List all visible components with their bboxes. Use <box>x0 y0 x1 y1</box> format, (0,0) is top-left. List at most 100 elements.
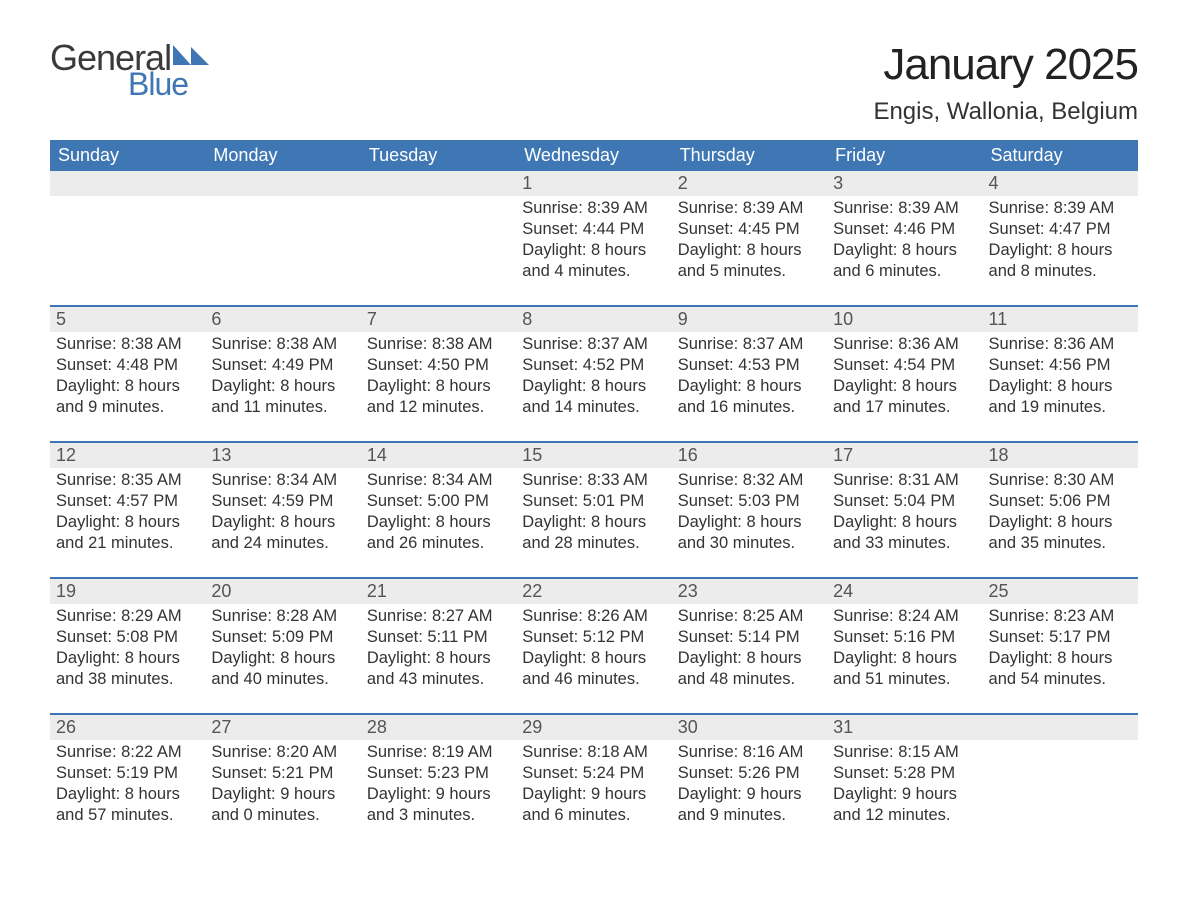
logo-text-blue: Blue <box>128 68 209 100</box>
daylight-line: Daylight: 8 hours and 54 minutes. <box>989 648 1132 690</box>
day-body-cell <box>983 740 1138 850</box>
day-body-cell: Sunrise: 8:28 AMSunset: 5:09 PMDaylight:… <box>205 604 360 714</box>
daynum-row: 262728293031 <box>50 714 1138 740</box>
sunset-line: Sunset: 4:54 PM <box>833 355 976 376</box>
sunset-line: Sunset: 5:16 PM <box>833 627 976 648</box>
sunrise-line: Sunrise: 8:18 AM <box>522 742 665 763</box>
sunrise-line: Sunrise: 8:16 AM <box>678 742 821 763</box>
sunrise-line: Sunrise: 8:20 AM <box>211 742 354 763</box>
sunset-line: Sunset: 4:57 PM <box>56 491 199 512</box>
daynum-row: 1234 <box>50 171 1138 196</box>
sunrise-line: Sunrise: 8:39 AM <box>522 198 665 219</box>
sunset-line: Sunset: 5:03 PM <box>678 491 821 512</box>
day-number-cell: 20 <box>205 578 360 604</box>
day-number-cell: 26 <box>50 714 205 740</box>
day-number-cell: 17 <box>827 442 982 468</box>
weekday-header: Thursday <box>672 140 827 171</box>
sunset-line: Sunset: 5:08 PM <box>56 627 199 648</box>
day-body-cell: Sunrise: 8:30 AMSunset: 5:06 PMDaylight:… <box>983 468 1138 578</box>
sunset-line: Sunset: 5:26 PM <box>678 763 821 784</box>
sunrise-line: Sunrise: 8:25 AM <box>678 606 821 627</box>
day-number-cell: 10 <box>827 306 982 332</box>
weekday-header-row: SundayMondayTuesdayWednesdayThursdayFrid… <box>50 140 1138 171</box>
weekday-header: Friday <box>827 140 982 171</box>
day-number-cell: 25 <box>983 578 1138 604</box>
sunrise-line: Sunrise: 8:27 AM <box>367 606 510 627</box>
sunrise-line: Sunrise: 8:38 AM <box>211 334 354 355</box>
day-number-cell: 31 <box>827 714 982 740</box>
daylight-line: Daylight: 8 hours and 57 minutes. <box>56 784 199 826</box>
sunrise-line: Sunrise: 8:38 AM <box>56 334 199 355</box>
page-title: January 2025 <box>873 40 1138 90</box>
day-number-cell: 21 <box>361 578 516 604</box>
sunrise-line: Sunrise: 8:24 AM <box>833 606 976 627</box>
day-number-cell: 18 <box>983 442 1138 468</box>
daylight-line: Daylight: 8 hours and 16 minutes. <box>678 376 821 418</box>
weekday-header: Tuesday <box>361 140 516 171</box>
day-body-cell: Sunrise: 8:35 AMSunset: 4:57 PMDaylight:… <box>50 468 205 578</box>
day-number-cell: 6 <box>205 306 360 332</box>
day-number-cell <box>361 171 516 196</box>
sunrise-line: Sunrise: 8:32 AM <box>678 470 821 491</box>
day-number-cell: 9 <box>672 306 827 332</box>
day-number-cell: 12 <box>50 442 205 468</box>
sunset-line: Sunset: 5:17 PM <box>989 627 1132 648</box>
daylight-line: Daylight: 8 hours and 11 minutes. <box>211 376 354 418</box>
sunrise-line: Sunrise: 8:22 AM <box>56 742 199 763</box>
sunset-line: Sunset: 4:59 PM <box>211 491 354 512</box>
day-body-cell: Sunrise: 8:36 AMSunset: 4:54 PMDaylight:… <box>827 332 982 442</box>
title-block: January 2025 Engis, Wallonia, Belgium <box>873 40 1138 126</box>
day-body-cell: Sunrise: 8:22 AMSunset: 5:19 PMDaylight:… <box>50 740 205 850</box>
sunset-line: Sunset: 4:48 PM <box>56 355 199 376</box>
sunset-line: Sunset: 5:12 PM <box>522 627 665 648</box>
calendar-week-row: Sunrise: 8:35 AMSunset: 4:57 PMDaylight:… <box>50 468 1138 578</box>
day-number-cell: 13 <box>205 442 360 468</box>
day-body-cell: Sunrise: 8:15 AMSunset: 5:28 PMDaylight:… <box>827 740 982 850</box>
sunrise-line: Sunrise: 8:36 AM <box>989 334 1132 355</box>
daylight-line: Daylight: 8 hours and 33 minutes. <box>833 512 976 554</box>
daylight-line: Daylight: 8 hours and 12 minutes. <box>367 376 510 418</box>
daylight-line: Daylight: 8 hours and 4 minutes. <box>522 240 665 282</box>
day-body-cell: Sunrise: 8:20 AMSunset: 5:21 PMDaylight:… <box>205 740 360 850</box>
day-number-cell: 19 <box>50 578 205 604</box>
daylight-line: Daylight: 9 hours and 9 minutes. <box>678 784 821 826</box>
daynum-row: 19202122232425 <box>50 578 1138 604</box>
day-body-cell: Sunrise: 8:37 AMSunset: 4:52 PMDaylight:… <box>516 332 671 442</box>
sunrise-line: Sunrise: 8:29 AM <box>56 606 199 627</box>
sunset-line: Sunset: 4:44 PM <box>522 219 665 240</box>
sunrise-line: Sunrise: 8:26 AM <box>522 606 665 627</box>
sunrise-line: Sunrise: 8:33 AM <box>522 470 665 491</box>
day-number-cell: 5 <box>50 306 205 332</box>
daylight-line: Daylight: 8 hours and 14 minutes. <box>522 376 665 418</box>
daynum-row: 12131415161718 <box>50 442 1138 468</box>
day-number-cell: 30 <box>672 714 827 740</box>
sunset-line: Sunset: 4:52 PM <box>522 355 665 376</box>
day-number-cell: 2 <box>672 171 827 196</box>
day-body-cell: Sunrise: 8:26 AMSunset: 5:12 PMDaylight:… <box>516 604 671 714</box>
sunset-line: Sunset: 5:19 PM <box>56 763 199 784</box>
day-body-cell: Sunrise: 8:32 AMSunset: 5:03 PMDaylight:… <box>672 468 827 578</box>
day-body-cell: Sunrise: 8:23 AMSunset: 5:17 PMDaylight:… <box>983 604 1138 714</box>
day-body-cell: Sunrise: 8:39 AMSunset: 4:44 PMDaylight:… <box>516 196 671 306</box>
sunrise-line: Sunrise: 8:36 AM <box>833 334 976 355</box>
day-body-cell: Sunrise: 8:19 AMSunset: 5:23 PMDaylight:… <box>361 740 516 850</box>
day-body-cell: Sunrise: 8:38 AMSunset: 4:48 PMDaylight:… <box>50 332 205 442</box>
sunrise-line: Sunrise: 8:28 AM <box>211 606 354 627</box>
sunrise-line: Sunrise: 8:37 AM <box>522 334 665 355</box>
day-body-cell <box>50 196 205 306</box>
sunrise-line: Sunrise: 8:19 AM <box>367 742 510 763</box>
daylight-line: Daylight: 8 hours and 24 minutes. <box>211 512 354 554</box>
day-body-cell: Sunrise: 8:34 AMSunset: 4:59 PMDaylight:… <box>205 468 360 578</box>
day-body-cell: Sunrise: 8:18 AMSunset: 5:24 PMDaylight:… <box>516 740 671 850</box>
sunset-line: Sunset: 5:04 PM <box>833 491 976 512</box>
daylight-line: Daylight: 9 hours and 12 minutes. <box>833 784 976 826</box>
day-body-cell: Sunrise: 8:33 AMSunset: 5:01 PMDaylight:… <box>516 468 671 578</box>
sunrise-line: Sunrise: 8:39 AM <box>833 198 976 219</box>
daylight-line: Daylight: 8 hours and 21 minutes. <box>56 512 199 554</box>
daynum-row: 567891011 <box>50 306 1138 332</box>
weekday-header: Monday <box>205 140 360 171</box>
sunrise-line: Sunrise: 8:34 AM <box>367 470 510 491</box>
day-number-cell <box>50 171 205 196</box>
day-body-cell: Sunrise: 8:37 AMSunset: 4:53 PMDaylight:… <box>672 332 827 442</box>
day-number-cell: 1 <box>516 171 671 196</box>
